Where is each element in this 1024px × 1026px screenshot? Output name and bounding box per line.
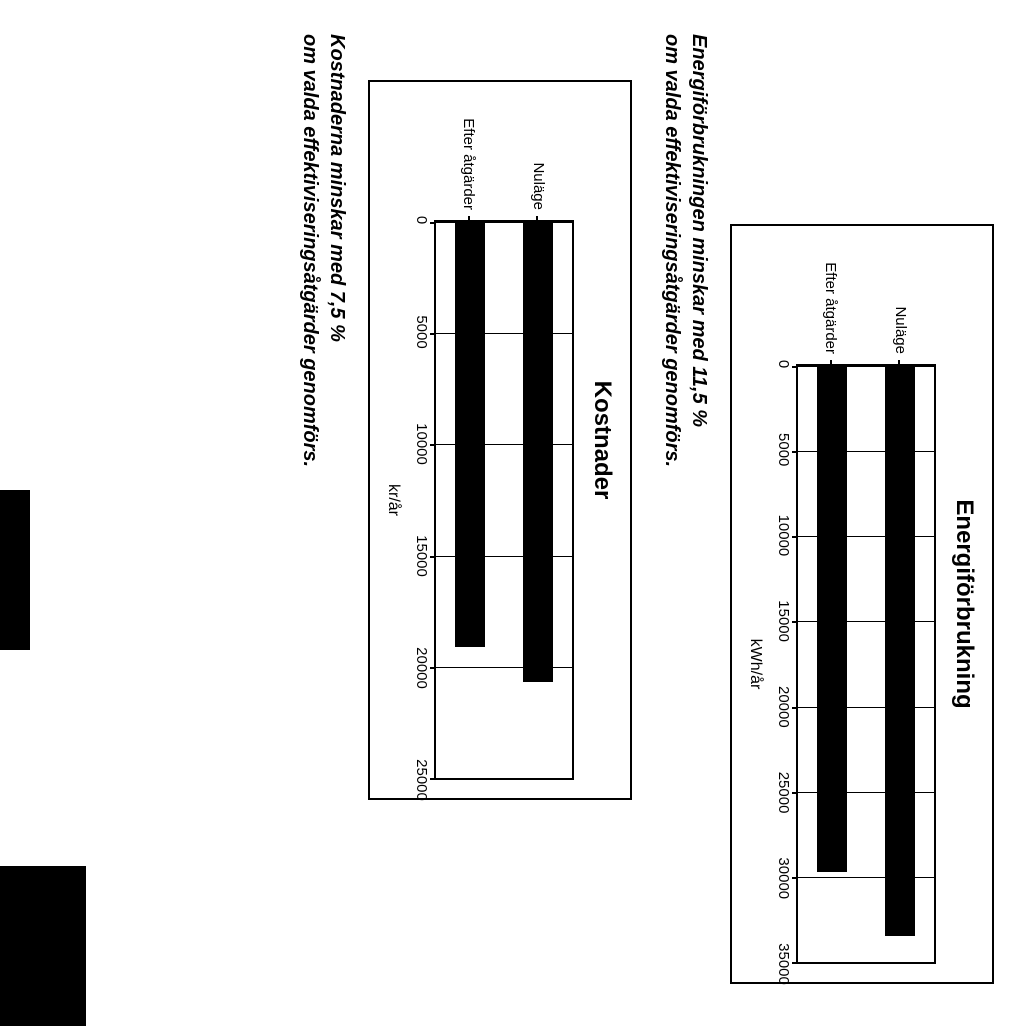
x-tick (430, 667, 436, 669)
bar (817, 366, 848, 872)
x-tick-label: 20000 (413, 647, 430, 689)
page-content: Energiförbrukning Nuläge Efter åtgärder 0… (0, 0, 1024, 1014)
category-label: Nuläge (894, 244, 909, 354)
x-tick (430, 333, 436, 335)
x-axis-ticks: 05000100001500020000250003000035000 (770, 364, 792, 964)
y-tick (898, 360, 900, 366)
x-tick-label: 0 (413, 216, 430, 224)
y-tick (536, 216, 538, 222)
bar (455, 222, 486, 647)
x-tick-label: 35000 (775, 943, 792, 985)
x-tick-label: 0 (775, 360, 792, 368)
x-tick (792, 451, 798, 453)
category-label: Efter åtgärder (824, 244, 839, 354)
cost-chart: Kostnader Nuläge Efter åtgärder 0 5000 1000… (368, 80, 632, 800)
y-tick (830, 360, 832, 366)
caption-line: Energiförbrukningen minskar med 11,5 % (688, 34, 710, 427)
chart-title: Energiförbrukning (950, 244, 978, 964)
x-axis-label: kr/år (384, 220, 402, 780)
x-tick-label: 30000 (775, 857, 792, 899)
x-tick (792, 621, 798, 623)
x-tick (792, 792, 798, 794)
energy-chart: Energiförbrukning Nuläge Efter åtgärder 0… (730, 224, 994, 984)
chart-title: Kostnader (588, 100, 616, 780)
x-tick (792, 707, 798, 709)
x-tick (792, 366, 798, 368)
x-tick (792, 536, 798, 538)
caption-energy: Energiförbrukningen minskar med 11,5 % o… (658, 34, 712, 984)
category-label: Nuläge (532, 100, 547, 210)
x-tick-label: 15000 (775, 600, 792, 642)
bar (885, 366, 916, 936)
x-tick-label: 25000 (413, 759, 430, 801)
x-tick (430, 222, 436, 224)
x-tick-label: 5000 (775, 433, 792, 466)
x-tick-label: 10000 (413, 423, 430, 465)
y-axis-labels: Nuläge Efter åtgärder (796, 244, 936, 364)
caption-line: Kostnaderna minskar med 7,5 % (326, 34, 348, 342)
x-tick-label: 10000 (775, 515, 792, 557)
plot-area (796, 364, 936, 964)
x-tick-label: 20000 (775, 686, 792, 728)
caption-line: om valda effektiviseringsåtgärder genomf… (299, 34, 321, 467)
x-tick-label: 5000 (413, 315, 430, 348)
x-tick-label: 15000 (413, 535, 430, 577)
x-tick-label: 25000 (775, 772, 792, 814)
plot-area (434, 220, 574, 780)
category-label: Efter åtgärder (462, 100, 477, 210)
x-tick (430, 556, 436, 558)
x-tick (792, 877, 798, 879)
x-tick (430, 444, 436, 446)
y-axis-labels: Nuläge Efter åtgärder (434, 100, 574, 220)
grid-line (798, 962, 934, 963)
x-axis-label: kWh/år (746, 364, 764, 964)
caption-cost: Kostnaderna minskar med 7,5 % om valda e… (296, 34, 350, 984)
x-axis-ticks: 0500010000150002000025000 (408, 220, 430, 780)
y-tick (468, 216, 470, 222)
grid-line (436, 778, 572, 779)
caption-line: om valda effektiviseringsåtgärder genomf… (661, 34, 683, 467)
x-tick (430, 778, 436, 780)
bar (523, 222, 554, 682)
x-tick (792, 962, 798, 964)
